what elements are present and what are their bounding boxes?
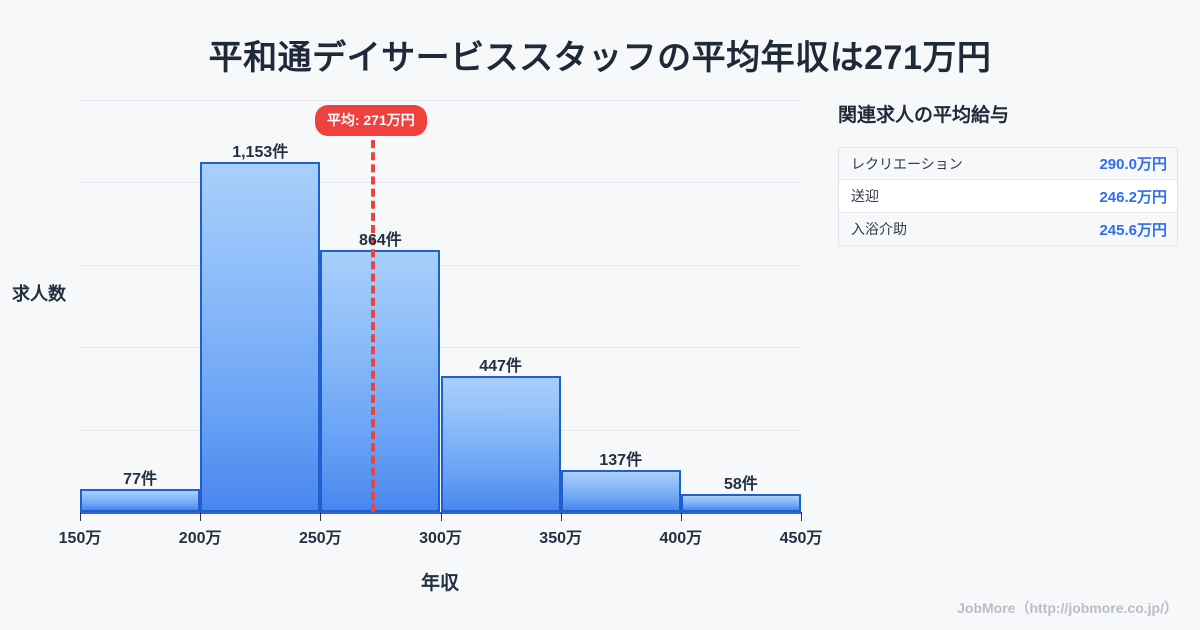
gridline [80, 182, 801, 183]
histogram-bar [320, 249, 441, 512]
bar-value-label: 77件 [123, 470, 157, 488]
x-axis-tick [801, 512, 802, 521]
table-row: 送迎 246.2万円 [839, 180, 1177, 213]
plot-area [80, 100, 801, 512]
x-axis-tick-label: 350万 [539, 530, 583, 547]
table-row-label: レクリエーション [851, 155, 963, 172]
histogram-bar [200, 161, 321, 512]
x-axis-tick-label: 150万 [58, 530, 102, 547]
y-axis-label: 求人数 [12, 284, 66, 304]
average-line [370, 128, 375, 512]
x-axis-tick-label: 400万 [659, 530, 703, 547]
x-axis-tick-label: 250万 [298, 530, 342, 547]
histogram-bar [680, 494, 801, 512]
bar-value-label: 137件 [599, 452, 643, 470]
x-axis-tick-label: 200万 [178, 530, 222, 547]
x-axis-tick [440, 512, 442, 521]
bar-value-label: 58件 [724, 476, 758, 494]
table-row-label: 入浴介助 [851, 221, 907, 237]
panel-title: 関連求人の平均給与 [838, 105, 1010, 126]
related-salary-table: レクリエーション 290.0万円送迎 246.2万円入浴介助 245.6万円 [838, 147, 1178, 246]
table-row-value: 245.6万円 [1099, 221, 1167, 239]
table-row-value: 290.0万円 [1099, 156, 1167, 173]
histogram-bar [80, 488, 201, 512]
table-row-value: 246.2万円 [1099, 188, 1167, 206]
footer-watermark: JobMore（http://jobmore.co.jp/） [957, 600, 1178, 616]
page-title: 平和通デイサービススタッフの平均年収は271万円 [208, 39, 992, 77]
x-axis-tick [200, 512, 202, 521]
x-axis-tick-label: 300万 [419, 530, 462, 547]
gridline [80, 100, 801, 101]
x-axis-label: 年収 [420, 573, 459, 594]
histogram-bar [560, 470, 681, 512]
table-row-label: 送迎 [851, 188, 879, 204]
x-axis-tick-label: 450万 [779, 530, 823, 547]
related-salary-panel: 関連求人の平均給与 レクリエーション 290.0万円送迎 246.2万円入浴介助 24… [838, 100, 1178, 246]
x-axis-tick [320, 512, 322, 521]
x-axis-tick [80, 512, 81, 521]
gridline [80, 265, 801, 266]
table-row: 入浴介助 245.6万円 [839, 213, 1177, 246]
bar-value-label: 864件 [359, 231, 402, 249]
gridline [80, 347, 801, 348]
x-axis-tick [560, 512, 562, 521]
average-badge: 平均: 271万円 [314, 105, 427, 136]
x-axis-tick [680, 512, 682, 521]
table-row: レクリエーション 290.0万円 [839, 147, 1177, 180]
bar-value-label: 447件 [479, 358, 522, 376]
bar-value-label: 1,153件 [232, 143, 289, 161]
histogram-bar [440, 376, 561, 512]
